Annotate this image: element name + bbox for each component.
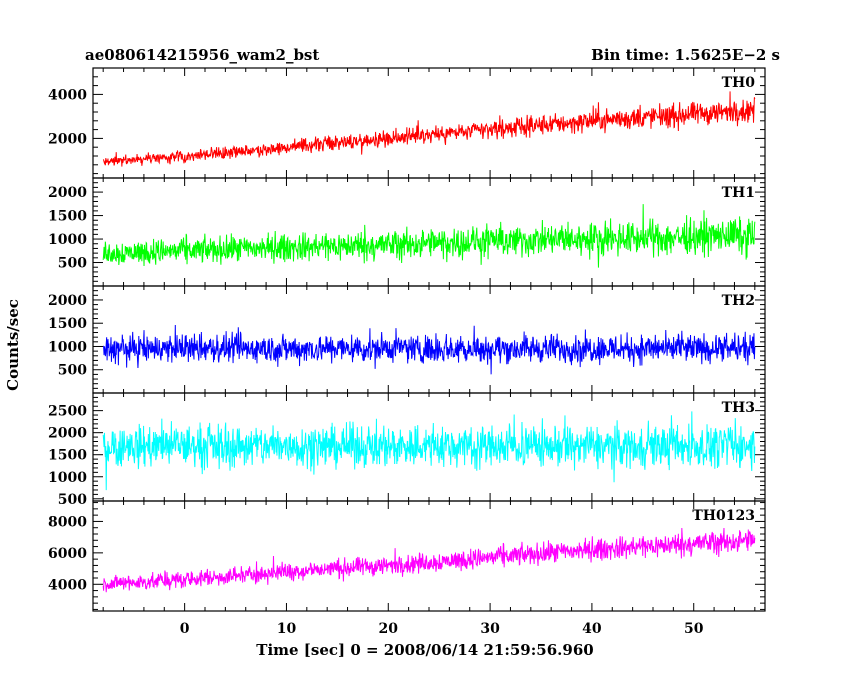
x-tick-label: 10 xyxy=(277,621,297,637)
panel-label-th0123: TH0123 xyxy=(692,508,755,524)
y-tick-label: 1500 xyxy=(48,448,87,464)
x-axis-label: Time [sec] 0 = 2008/06/14 21:59:56.960 xyxy=(256,641,593,659)
y-tick-label: 1500 xyxy=(48,209,87,225)
y-axis-label: Counts/sec xyxy=(4,299,22,391)
panel-label-th0: TH0 xyxy=(722,75,756,91)
y-tick-label: 500 xyxy=(58,256,87,272)
y-tick-label: 2000 xyxy=(48,426,87,442)
chart-title: ae080614215956_wam2_bst xyxy=(85,46,319,64)
y-tick-label: 2500 xyxy=(48,404,87,420)
y-tick-label: 2000 xyxy=(48,185,87,201)
panel-frame xyxy=(92,67,766,179)
y-tick-label: 2000 xyxy=(48,293,87,309)
y-tick-label: 1500 xyxy=(48,316,87,332)
x-tick-label: 50 xyxy=(684,621,704,637)
x-axis-tick-labels: 0 10 20 30 40 50 xyxy=(180,621,704,637)
series-line-th0123 xyxy=(102,527,756,593)
panel-th2: 500 1000 1500 2000 TH2 xyxy=(48,285,766,394)
y-tick-label: 1000 xyxy=(48,470,87,486)
y-tick-label: 8000 xyxy=(48,514,87,530)
x-tick-label: 40 xyxy=(582,621,602,637)
y-tick-label: 1000 xyxy=(48,339,87,355)
y-tick-label: 4000 xyxy=(48,577,87,593)
y-tick-label: 500 xyxy=(58,363,87,379)
y-tick-label: 2000 xyxy=(48,131,87,147)
x-tick-label: 30 xyxy=(480,621,500,637)
panel-th0: 2000 4000 TH0 xyxy=(48,67,766,179)
panel-th3: 500 1000 1500 2000 2500 TH3 xyxy=(48,392,766,508)
panel-stack: 2000 4000 TH0 500 1000 1500 2000 TH1 500 1000 1500… xyxy=(48,67,766,612)
x-tick-label: 20 xyxy=(379,621,399,637)
panel-frame xyxy=(92,177,766,287)
series-line-th3 xyxy=(102,411,756,491)
bin-time-label: Bin time: 1.5625E−2 s xyxy=(591,46,780,64)
series-line-th2 xyxy=(102,325,756,375)
panel-frame xyxy=(92,500,766,612)
y-tick-label: 4000 xyxy=(48,87,87,103)
panel-label-th1: TH1 xyxy=(722,185,755,201)
panel-label-th2: TH2 xyxy=(722,293,755,309)
panel-th1: 500 1000 1500 2000 TH1 xyxy=(48,177,766,287)
series-line-th1 xyxy=(102,204,756,268)
y-tick-label: 500 xyxy=(58,492,87,508)
y-tick-label: 6000 xyxy=(48,546,87,562)
panel-th0123: 4000 6000 8000 TH0123 xyxy=(48,500,766,612)
x-tick-label: 0 xyxy=(180,621,190,637)
y-tick-label: 1000 xyxy=(48,232,87,248)
series-line-th0 xyxy=(102,91,756,167)
panel-label-th3: TH3 xyxy=(722,400,755,416)
